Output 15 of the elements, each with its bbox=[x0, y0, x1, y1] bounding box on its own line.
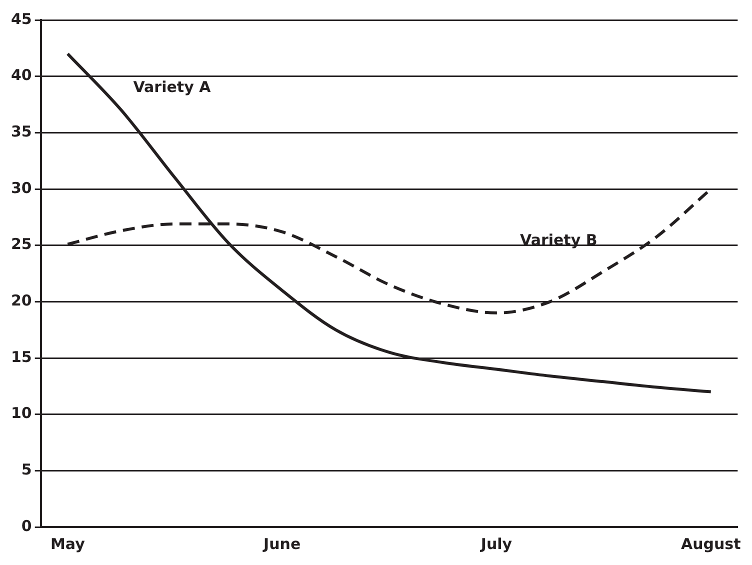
x-tick-label: July bbox=[480, 534, 512, 553]
x-tick-label: June bbox=[262, 534, 301, 553]
series-label: Variety A bbox=[133, 78, 212, 96]
y-tick-label: 30 bbox=[11, 178, 32, 197]
y-tick-label: 35 bbox=[11, 122, 32, 141]
y-tick-label: 45 bbox=[11, 10, 32, 28]
x-tick-label: August bbox=[680, 534, 741, 553]
y-tick-label: 40 bbox=[11, 66, 32, 84]
x-tick-label: May bbox=[50, 534, 86, 553]
y-tick-label: 25 bbox=[11, 235, 32, 254]
y-tick-label: 0 bbox=[21, 516, 32, 535]
y-tick-label: 20 bbox=[11, 292, 32, 310]
y-tick-label: 10 bbox=[11, 404, 32, 422]
y-tick-label: 15 bbox=[11, 348, 32, 366]
y-tick-label: 5 bbox=[21, 460, 32, 479]
